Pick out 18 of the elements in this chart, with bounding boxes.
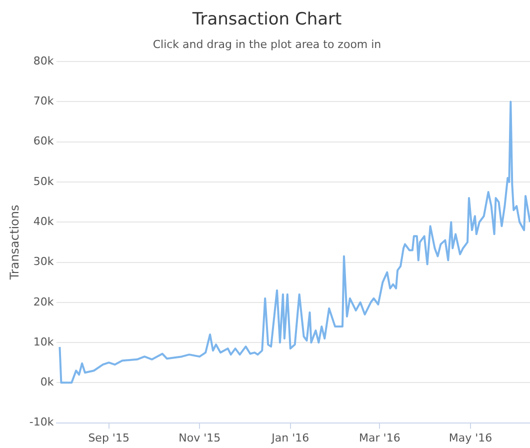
y-tick-label: 30k: [33, 255, 54, 268]
chart-subtitle: Click and drag in the plot area to zoom in: [152, 38, 382, 51]
x-tick-label: Jan '16: [270, 431, 310, 444]
x-tick-label: Sep '15: [88, 431, 130, 444]
y-tick-label: -10k: [29, 416, 54, 429]
x-tick-label: Nov '15: [178, 431, 221, 444]
y-tick-label: 20k: [33, 295, 54, 308]
y-tick-label: 70k: [33, 94, 54, 108]
y-axis-title: Transactions: [7, 204, 22, 281]
y-tick-label: 0k: [40, 376, 54, 389]
chart-title: Transaction Chart: [191, 10, 342, 30]
y-tick-label: 10k: [33, 335, 54, 348]
x-tick-label: Mar '16: [359, 431, 400, 444]
y-tick-label: 80k: [33, 54, 54, 68]
x-tick-label: May '16: [448, 431, 492, 444]
y-tick-label: 40k: [33, 214, 54, 228]
y-tick-label: 50k: [33, 174, 54, 188]
y-tick-label: 60k: [33, 134, 54, 148]
